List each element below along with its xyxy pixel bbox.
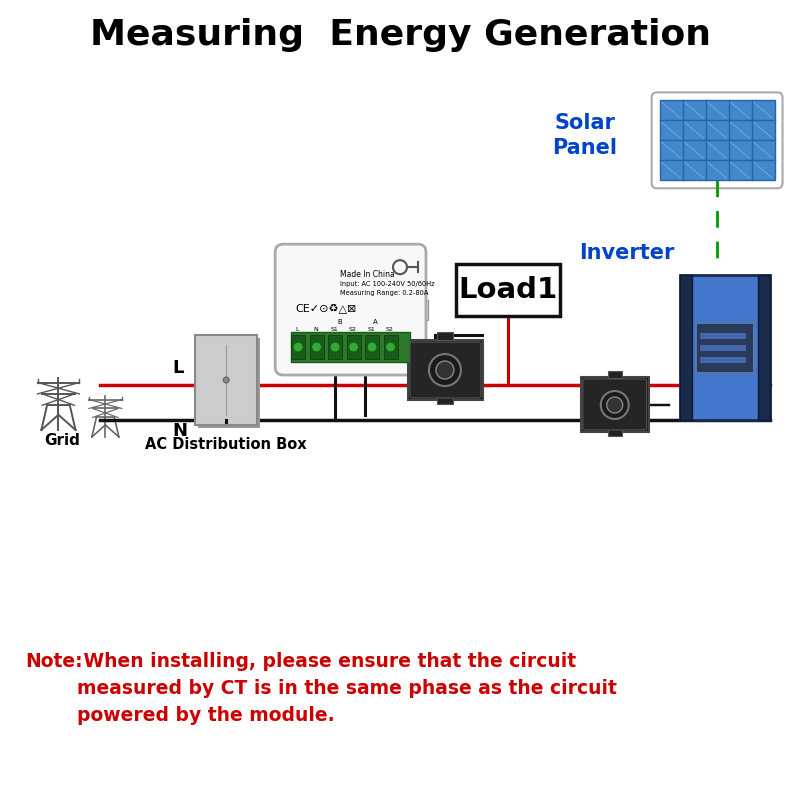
Text: S1: S1 [330,327,338,332]
Text: Solar
Panel: Solar Panel [552,113,618,158]
Bar [608,429,622,436]
Bar [198,338,260,428]
Text: A: A [373,319,378,325]
Bar [437,396,453,404]
Bar [581,377,649,432]
Text: When installing, please ensure that the circuit
measured by CT is in the same ph: When installing, please ensure that the … [78,652,618,725]
Bar [660,100,774,180]
Bar [696,323,754,373]
Bar [758,275,770,420]
Text: Note:: Note: [26,652,83,670]
Circle shape [367,342,377,352]
Bar [328,335,342,359]
Circle shape [601,391,629,419]
FancyBboxPatch shape [456,264,560,316]
FancyBboxPatch shape [410,342,481,398]
Text: Grid: Grid [45,433,80,448]
Bar [608,371,622,378]
Text: L: L [295,327,299,332]
Text: S1: S1 [367,327,375,332]
Text: Load1: Load1 [458,276,558,304]
Circle shape [386,342,395,352]
Text: Measuring  Energy Generation: Measuring Energy Generation [90,18,710,53]
Circle shape [312,342,322,352]
Bar [291,335,305,359]
Circle shape [293,342,303,352]
Bar [291,332,410,362]
Bar [383,335,398,359]
Bar [700,345,746,351]
FancyBboxPatch shape [275,244,426,375]
Bar [195,335,257,425]
Text: Measuring Range: 0.2-80A: Measuring Range: 0.2-80A [340,290,429,296]
Text: S2: S2 [349,327,357,332]
Text: B: B [338,319,342,325]
Circle shape [223,377,230,383]
Bar [437,332,453,340]
Bar [700,357,746,363]
Circle shape [606,397,622,413]
Text: AC Distribution Box: AC Distribution Box [146,437,307,452]
Bar [680,275,692,420]
Bar [346,335,361,359]
Circle shape [429,354,461,386]
Bar [700,333,746,339]
Text: N: N [172,422,187,440]
Text: S2: S2 [386,327,394,332]
Text: Inverter: Inverter [579,243,674,263]
Text: CE✓⊙♻△⊠: CE✓⊙♻△⊠ [295,303,357,313]
Bar [275,300,283,320]
Bar [310,335,323,359]
Circle shape [436,361,454,379]
FancyBboxPatch shape [652,92,782,188]
Bar [408,340,483,400]
Text: Made In China: Made In China [340,270,395,278]
Text: Input: AC 100-240V 50/60Hz: Input: AC 100-240V 50/60Hz [340,281,434,287]
Circle shape [349,342,358,352]
Text: N: N [314,327,318,332]
Bar [365,335,379,359]
Circle shape [330,342,340,352]
FancyBboxPatch shape [582,379,646,430]
Bar [420,300,428,320]
Text: L: L [172,359,184,377]
Bar [680,275,770,420]
